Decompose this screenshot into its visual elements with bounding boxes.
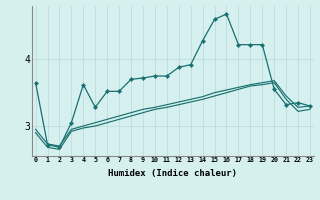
- X-axis label: Humidex (Indice chaleur): Humidex (Indice chaleur): [108, 169, 237, 178]
